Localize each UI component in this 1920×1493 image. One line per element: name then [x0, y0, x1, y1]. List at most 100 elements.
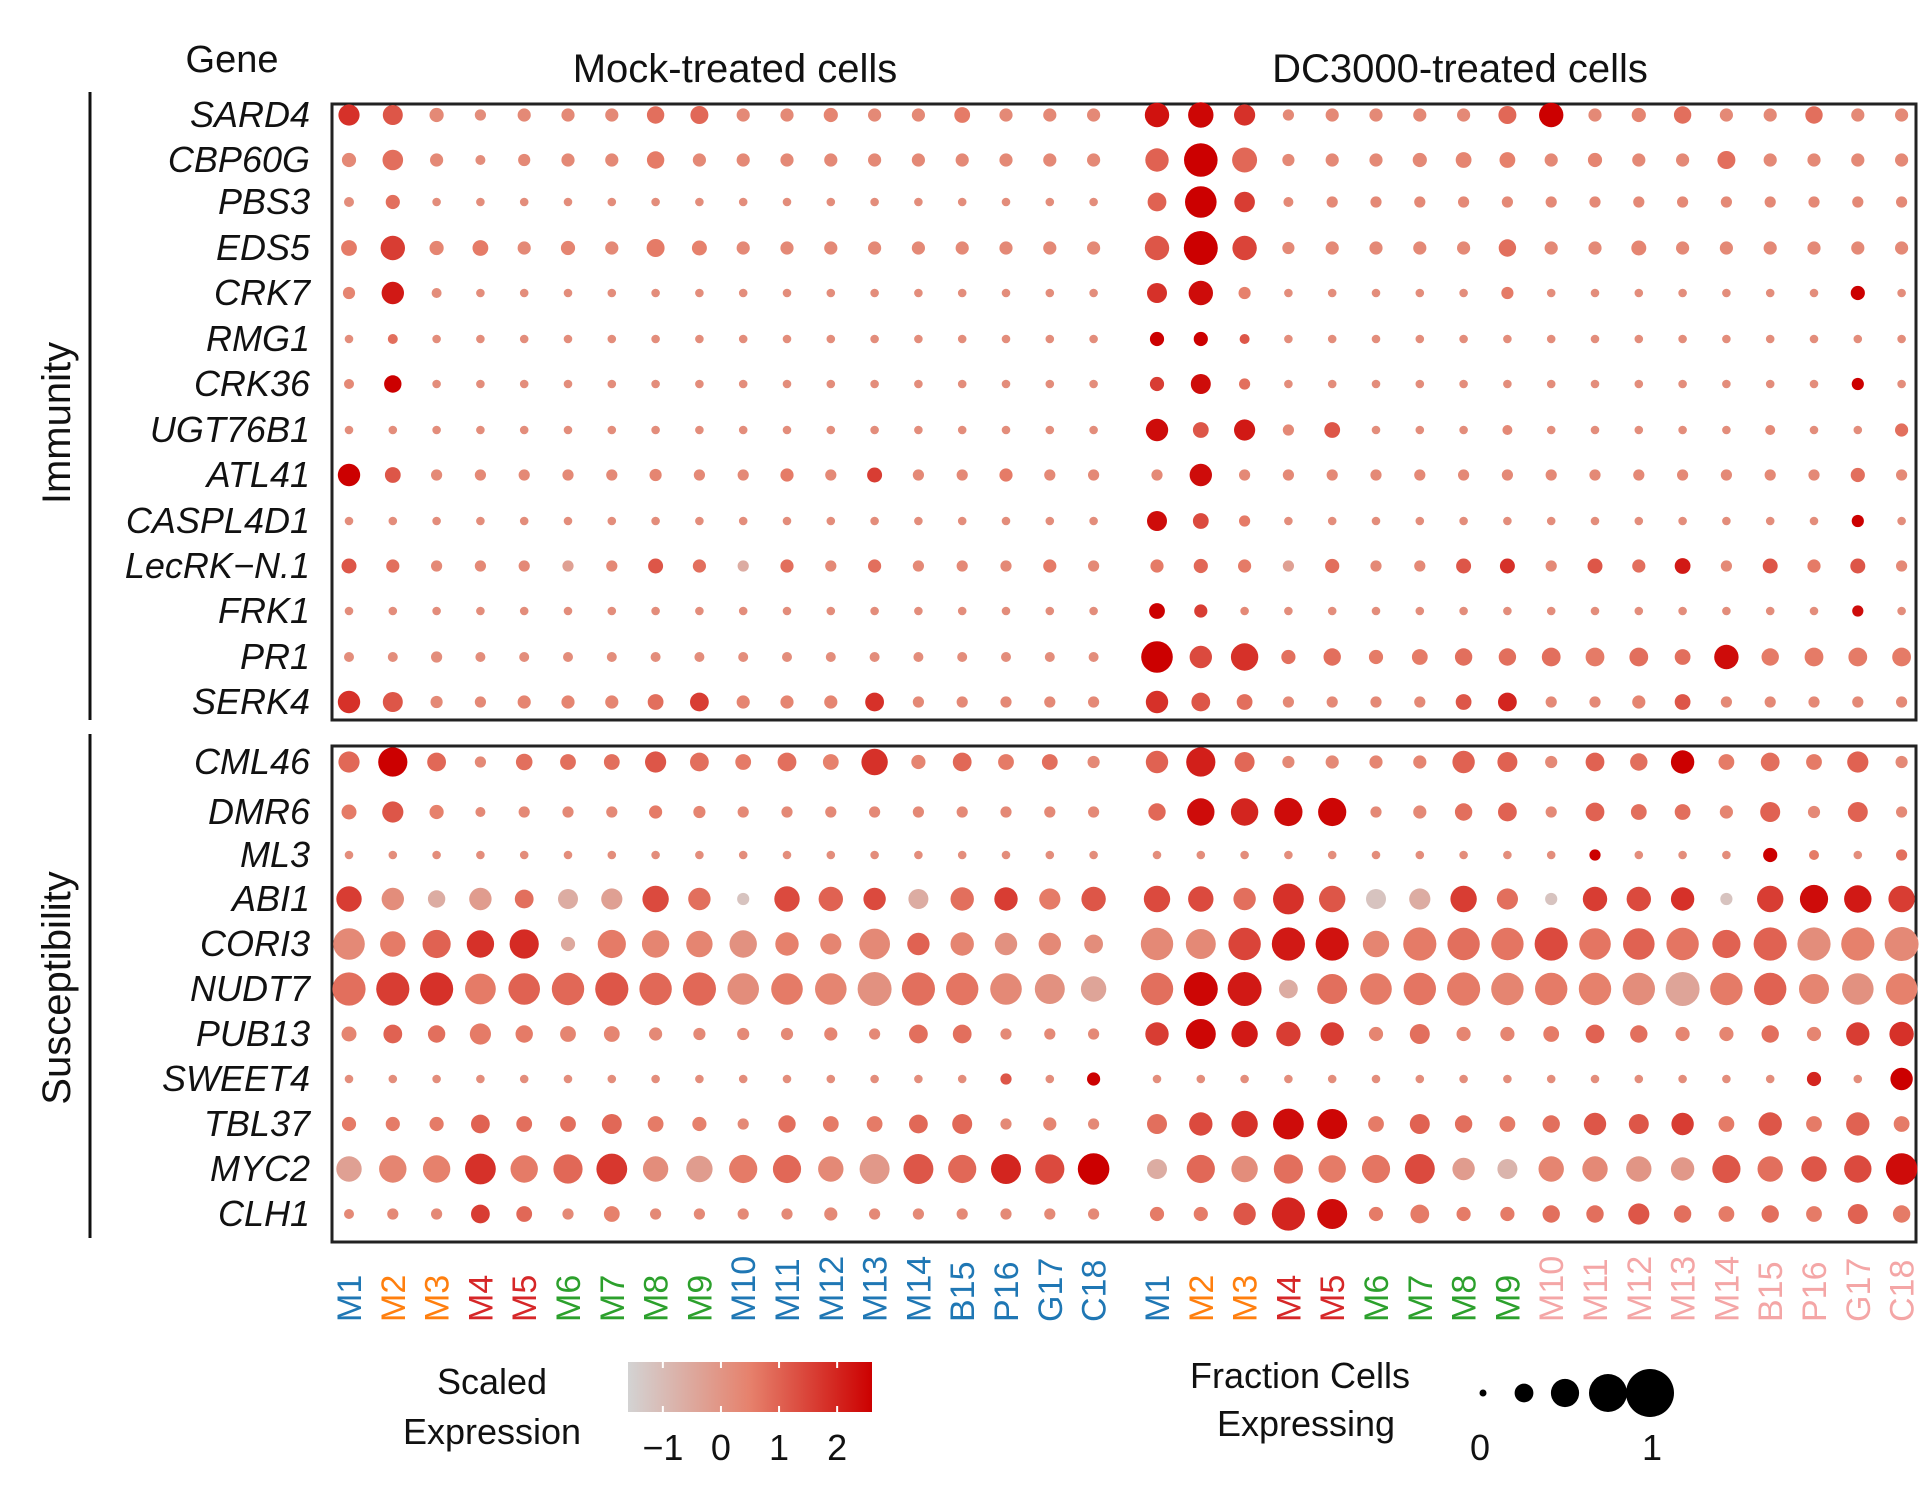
expression-dot: [994, 887, 1018, 911]
expression-dot: [777, 752, 797, 772]
expression-dot: [1152, 1074, 1162, 1084]
cluster-label: C18: [1076, 1260, 1114, 1322]
expression-dot: [606, 469, 618, 481]
expression-dot: [1499, 1116, 1516, 1132]
expression-dot: [1325, 241, 1339, 255]
expression-dot: [825, 560, 837, 572]
expression-dot: [1722, 850, 1731, 860]
size-legend-min-label: 0: [1470, 1427, 1490, 1468]
expression-dot: [1896, 560, 1908, 572]
expression-dot: [1282, 109, 1294, 121]
expression-dot: [957, 379, 967, 389]
expression-dot: [1001, 850, 1011, 860]
expression-dot: [1284, 516, 1293, 526]
expression-dot: [1457, 108, 1471, 122]
expression-dot: [1590, 425, 1600, 435]
expression-dot: [1088, 652, 1099, 662]
expression-dot: [1370, 196, 1382, 208]
panel-title-dc3000: DC3000-treated cells: [1272, 47, 1648, 91]
expression-dot: [1503, 1074, 1512, 1084]
expression-dot: [1315, 927, 1349, 961]
expression-dot: [738, 516, 748, 526]
expression-dot: [560, 240, 576, 256]
expression-dot: [474, 696, 486, 708]
expression-dot: [561, 108, 575, 122]
expression-dot: [1233, 1202, 1256, 1226]
expression-dot: [1238, 559, 1252, 573]
expression-dot: [1542, 1115, 1560, 1133]
size-legend-dot: [1514, 1383, 1534, 1403]
expression-dot: [824, 695, 838, 709]
expression-dot: [908, 889, 929, 909]
expression-dot: [1183, 231, 1218, 265]
expression-dot: [642, 1156, 669, 1182]
expression-dot: [1456, 1026, 1471, 1042]
expression-dot: [1765, 334, 1775, 344]
expression-dot: [914, 288, 923, 298]
expression-dot: [431, 469, 443, 481]
expression-dot: [1589, 196, 1601, 208]
expression-dot: [1234, 752, 1255, 772]
expression-dot: [957, 288, 967, 298]
expression-dot: [1634, 606, 1644, 616]
expression-dot: [1188, 102, 1214, 128]
expression-dot: [693, 1208, 706, 1220]
cluster-label: P16: [988, 1262, 1026, 1323]
expression-dot: [1409, 888, 1431, 910]
expression-dot: [1284, 1074, 1293, 1084]
expression-dot: [1327, 334, 1337, 344]
expression-dot: [510, 1155, 538, 1183]
expression-dot: [1043, 241, 1057, 255]
cluster-label: C18: [1884, 1260, 1920, 1322]
expression-dot: [1539, 102, 1564, 128]
expression-dot: [1456, 558, 1472, 574]
expression-dot: [1764, 469, 1776, 481]
expression-dot: [476, 379, 485, 389]
expression-dot: [1415, 334, 1425, 344]
expression-dot: [1545, 560, 1557, 572]
expression-dot: [380, 931, 406, 957]
expression-dot: [912, 696, 925, 708]
expression-dot: [607, 1074, 617, 1084]
expression-dot: [1452, 1157, 1475, 1181]
expression-dot: [870, 197, 879, 207]
expression-dot: [1228, 927, 1261, 961]
expression-dot: [1722, 288, 1731, 298]
expression-dot: [1001, 425, 1011, 435]
expression-dot: [867, 467, 883, 483]
expression-dot: [514, 889, 534, 909]
expression-dot: [870, 850, 879, 860]
expression-dot: [1497, 752, 1518, 772]
expression-dot: [344, 1209, 354, 1219]
expression-dot: [1808, 469, 1820, 481]
expression-dot: [380, 235, 405, 261]
expression-dot: [1414, 469, 1426, 481]
expression-dot: [1847, 802, 1868, 822]
expression-dot: [651, 850, 660, 860]
expression-dot: [519, 652, 530, 662]
expression-dot: [1890, 1067, 1913, 1091]
expression-dot: [1760, 802, 1781, 822]
expression-dot: [735, 754, 752, 770]
expression-dot: [822, 754, 839, 770]
expression-dot: [1809, 850, 1819, 860]
expression-dot: [341, 152, 357, 168]
expression-dot: [422, 929, 451, 959]
expression-dot: [1088, 696, 1100, 708]
expression-dot: [870, 425, 879, 435]
expression-dot: [1896, 849, 1908, 861]
expression-dot: [1763, 847, 1778, 863]
expression-dot: [1501, 286, 1514, 300]
cluster-label: M2: [1183, 1275, 1221, 1322]
expression-dot: [1761, 1205, 1779, 1223]
expression-dot: [1320, 1022, 1344, 1046]
expression-dot: [1087, 241, 1101, 255]
expression-dot: [1758, 1112, 1782, 1136]
expression-dot: [956, 560, 968, 572]
expression-dot: [476, 334, 485, 344]
expression-dot: [1503, 606, 1512, 616]
expression-dot: [1588, 241, 1602, 255]
expression-dot: [476, 197, 485, 207]
expression-dot: [1282, 241, 1295, 255]
expression-dot: [385, 194, 400, 210]
